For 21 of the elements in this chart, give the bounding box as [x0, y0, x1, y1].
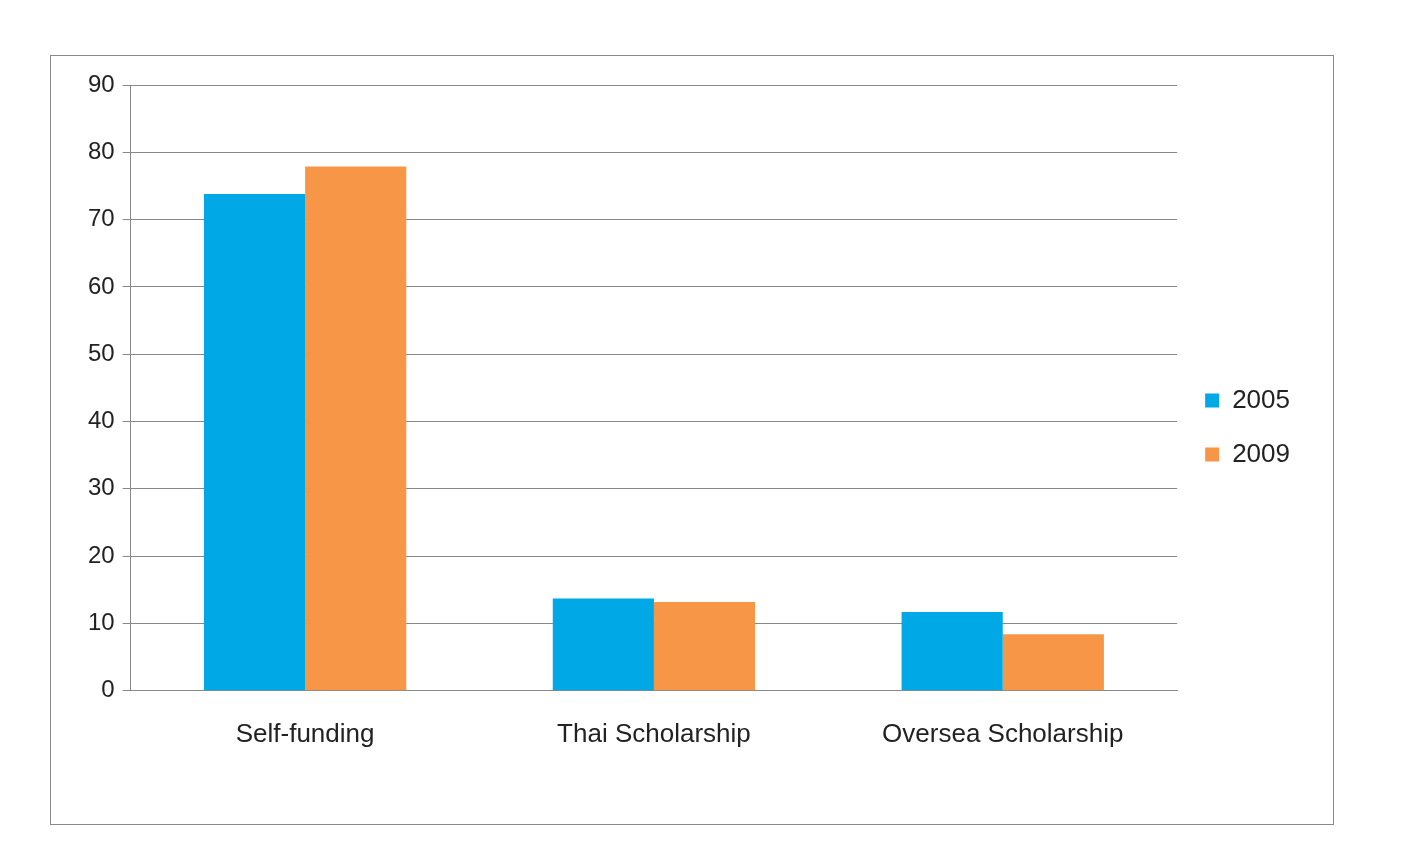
- x-tick-label: Thai Scholarship: [557, 717, 751, 748]
- bar: [653, 601, 756, 691]
- y-tick-label: 70: [87, 204, 115, 232]
- y-tick-label: 60: [87, 271, 115, 299]
- y-tick-label: 10: [87, 608, 115, 636]
- y-tick-label: 90: [87, 69, 115, 97]
- y-tick-label: 20: [87, 540, 115, 568]
- legend-label: 2009: [1232, 437, 1290, 468]
- bar: [1002, 634, 1104, 691]
- bar: [901, 612, 1003, 691]
- bar: [305, 166, 407, 691]
- y-tick-label: 50: [87, 338, 115, 366]
- bar: [552, 598, 654, 691]
- y-tick-label: 80: [87, 136, 115, 164]
- x-tick-label: Oversea Scholarship: [882, 717, 1124, 748]
- y-tick-label: 40: [87, 406, 115, 434]
- legend-label: 2005: [1232, 383, 1290, 414]
- bar: [203, 194, 306, 691]
- y-tick-label: 30: [87, 473, 115, 501]
- y-tick-label: 0: [101, 675, 115, 703]
- x-tick-label: Self-funding: [235, 717, 375, 748]
